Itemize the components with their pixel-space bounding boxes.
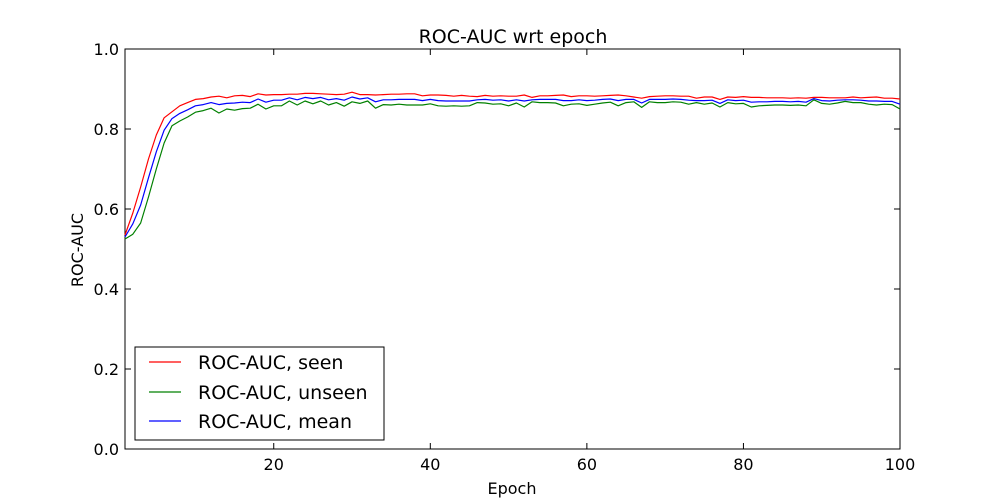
y-tick-label: 0.6 bbox=[94, 200, 119, 219]
x-tick-label: 20 bbox=[264, 455, 284, 474]
y-tick-label: 0.4 bbox=[94, 280, 119, 299]
series-lines bbox=[124, 91, 901, 240]
legend-label-mean: ROC-AUC, mean bbox=[198, 411, 352, 433]
y-axis-label: ROC-AUC bbox=[68, 213, 87, 287]
x-tick-label: 100 bbox=[885, 455, 916, 474]
chart-title: ROC-AUC wrt epoch bbox=[419, 26, 608, 48]
legend-label-seen: ROC-AUC, seen bbox=[198, 352, 343, 374]
legend-label-unseen: ROC-AUC, unseen bbox=[198, 382, 368, 404]
x-axis-label: Epoch bbox=[488, 479, 537, 498]
series-line-unseen bbox=[124, 99, 901, 240]
x-tick-label: 60 bbox=[577, 455, 597, 474]
x-tick-label: 80 bbox=[733, 455, 753, 474]
series-line-mean bbox=[124, 96, 901, 238]
series-line-seen bbox=[124, 91, 901, 236]
legend: ROC-AUC, seen ROC-AUC, unseen ROC-AUC, m… bbox=[134, 346, 385, 441]
y-tick-label: 0.8 bbox=[94, 120, 119, 139]
x-tick-label: 40 bbox=[420, 455, 440, 474]
y-tick-label: 0.2 bbox=[94, 360, 119, 379]
axis-ticks: 20 40 60 80 100 0.0 0.2 0.4 0.6 0.8 1.0 bbox=[94, 40, 916, 474]
y-tick-label: 1.0 bbox=[94, 40, 119, 59]
y-tick-label: 0.0 bbox=[94, 440, 119, 459]
